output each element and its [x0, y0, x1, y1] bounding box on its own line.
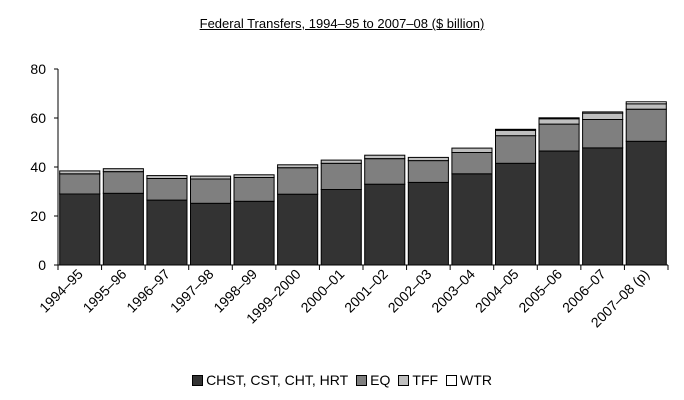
bar-segment-0-4 [233, 200, 275, 266]
bar-segment-2-0 [59, 170, 101, 175]
bar-segment-1-9 [451, 152, 493, 175]
bar-segment-1-4 [233, 177, 275, 202]
bar-segment-0-2 [146, 199, 188, 266]
bar-segment-1-6 [320, 162, 362, 191]
legend: CHST, CST, CHT, HRT EQ TFF WTR [0, 372, 684, 388]
y-tick-label-2: 40 [30, 159, 46, 175]
y-tick-label-3: 60 [30, 110, 46, 126]
bar-segment-0-13 [625, 140, 667, 266]
legend-swatch-2 [398, 374, 410, 386]
bar-segment-2-5 [277, 164, 319, 169]
bar-segment-0-7 [364, 183, 406, 266]
chart-title: Federal Transfers, 1994–95 to 2007–08 ($… [199, 16, 485, 31]
bar-segment-1-11 [538, 123, 580, 152]
bar-segment-3-13 [625, 101, 667, 105]
bar-segment-2-7 [364, 154, 406, 160]
bar-segment-1-1 [102, 171, 144, 194]
legend-label-1: EQ [370, 372, 391, 388]
legend-item-0: CHST, CST, CHT, HRT [192, 372, 348, 388]
legend-item-3: WTR [446, 372, 492, 388]
bar-segment-0-8 [407, 181, 449, 266]
bar-segment-2-6 [320, 159, 362, 164]
legend-item-2: TFF [398, 372, 438, 388]
x-tick-label-1: 1995–96 [80, 266, 130, 316]
y-tick-label-4: 80 [30, 61, 46, 77]
bar-segment-2-11 [538, 118, 580, 125]
bar-segment-0-3 [190, 202, 232, 266]
bar-segment-1-12 [582, 119, 624, 149]
bar-segment-0-6 [320, 189, 362, 266]
bar-segment-3-12 [582, 111, 624, 114]
x-tick-label-11: 2005–06 [515, 266, 565, 316]
bar-segment-2-2 [146, 175, 188, 180]
bar-segment-1-10 [495, 135, 537, 164]
legend-label-3: WTR [460, 372, 492, 388]
bar-segment-0-11 [538, 150, 580, 266]
x-tick-label-7: 2001–02 [341, 266, 391, 316]
bar-segment-0-1 [102, 192, 144, 266]
x-tick-label-0: 1994–95 [36, 266, 86, 316]
bar-segment-1-2 [146, 178, 188, 201]
bar-segment-0-10 [495, 162, 537, 266]
bar-segment-3-11 [538, 117, 580, 120]
x-tick-label-2: 1996–97 [123, 266, 173, 316]
x-tick-label-8: 2002–03 [385, 266, 435, 316]
legend-label-2: TFF [412, 372, 439, 388]
bar-segment-0-9 [451, 173, 493, 266]
legend-swatch-1 [356, 374, 368, 386]
x-tick-label-3: 1997–98 [167, 266, 217, 316]
bar-segment-2-12 [582, 112, 624, 120]
bar-segment-2-3 [190, 175, 232, 180]
bar-segment-1-8 [407, 160, 449, 183]
x-tick-label-9: 2003–04 [428, 266, 478, 316]
bar-segment-2-13 [625, 103, 667, 110]
bar-segment-0-0 [59, 193, 101, 266]
x-tick-label-10: 2004–05 [472, 266, 522, 316]
bar-segment-1-0 [59, 173, 101, 195]
bar-segment-1-5 [277, 167, 319, 195]
bar-segment-2-1 [102, 168, 144, 173]
bar-segment-0-12 [582, 147, 624, 266]
bar-segment-2-9 [451, 147, 493, 154]
y-tick-label-1: 20 [30, 208, 46, 224]
bar-segment-2-8 [407, 156, 449, 162]
legend-label-0: CHST, CST, CHT, HRT [206, 372, 349, 388]
legend-swatch-0 [192, 374, 204, 386]
x-tick-label-6: 2000–01 [297, 266, 347, 316]
y-tick-label-0: 0 [38, 257, 46, 273]
bar-segment-1-3 [190, 178, 232, 204]
bar-segment-1-13 [625, 108, 667, 142]
legend-swatch-3 [446, 374, 458, 386]
bar-segment-2-4 [233, 174, 275, 179]
bar-segment-2-10 [495, 129, 537, 137]
bar-segment-3-10 [495, 128, 537, 131]
bar-segment-0-5 [277, 193, 319, 266]
bar-segment-1-7 [364, 158, 406, 185]
legend-item-1: EQ [356, 372, 390, 388]
